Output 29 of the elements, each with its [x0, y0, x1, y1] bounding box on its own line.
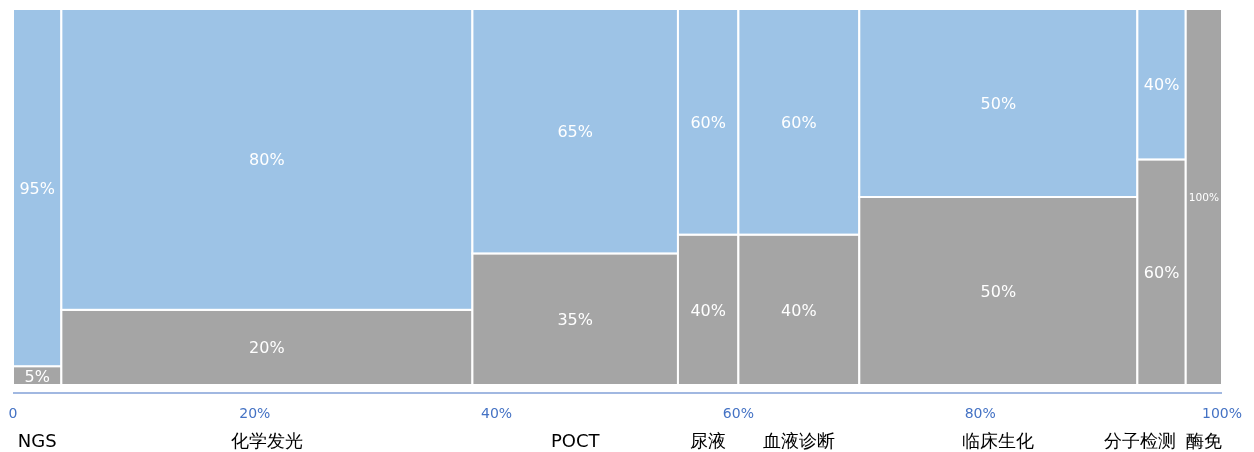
data-label: 65%	[557, 122, 593, 142]
text: 酶免	[1185, 430, 1222, 451]
text: 血液诊断	[762, 430, 835, 451]
data-label: 60%	[781, 112, 817, 132]
data-label: 40%	[690, 300, 726, 320]
text: 化学发光	[230, 430, 303, 451]
x-tick-label: 80%	[964, 405, 996, 421]
data-label: 50%	[980, 282, 1017, 301]
data-label: 60%	[1143, 263, 1180, 283]
x-tick-label: 60%	[722, 405, 754, 421]
data-label: 40%	[781, 300, 817, 320]
x-tick-label: 40%	[481, 405, 513, 421]
text: 临床生化	[962, 430, 1035, 451]
data-label: 20%	[249, 338, 285, 358]
text: 分子检测	[1103, 430, 1176, 451]
text: NGS	[17, 430, 57, 451]
data-label: 35%	[557, 310, 593, 330]
data-label: 5%	[24, 366, 50, 386]
data-label: 50%	[980, 94, 1017, 113]
x-tick-label: 20%	[239, 405, 271, 421]
x-tick-label: 0	[8, 405, 18, 421]
data-label: 60%	[690, 112, 726, 132]
data-label: 80%	[249, 150, 285, 170]
data-label: 100%	[1188, 190, 1219, 203]
text: 尿液	[690, 430, 727, 451]
text: POCT	[550, 430, 601, 451]
data-label: 95%	[19, 178, 55, 198]
data-label: 40%	[1143, 75, 1180, 95]
x-tick-label: 100%	[1201, 405, 1243, 421]
